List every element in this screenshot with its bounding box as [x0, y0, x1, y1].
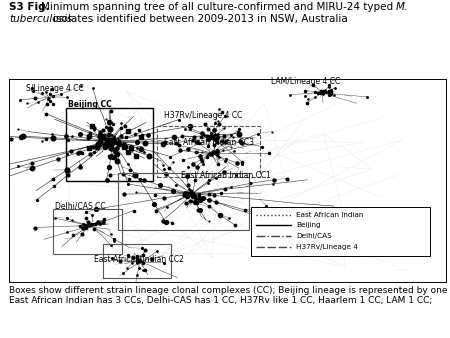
Text: H37Rv/Lineage 4 CC: H37Rv/Lineage 4 CC [164, 111, 243, 120]
Text: isolates identified between 2009-2013 in NSW, Australia: isolates identified between 2009-2013 in… [53, 14, 348, 24]
Bar [103, 244, 171, 278]
Text: East African Indian CC3: East African Indian CC3 [164, 138, 254, 147]
Text: East African Indian: East African Indian [296, 212, 363, 218]
Text: Beijing: Beijing [296, 222, 320, 228]
Text: East African Indian CC2: East African Indian CC2 [94, 256, 184, 264]
Bar [251, 207, 430, 256]
Bar [53, 209, 122, 254]
Bar [118, 173, 249, 230]
Text: M.: M. [396, 2, 408, 12]
Text: Delhi/CAS: Delhi/CAS [296, 233, 332, 239]
Text: S3 Fig.: S3 Fig. [9, 2, 50, 12]
Text: Delhi/CAS CC: Delhi/CAS CC [55, 201, 105, 210]
Text: S/Lineage 4 CC: S/Lineage 4 CC [27, 83, 84, 93]
Text: East African Indian CC1: East African Indian CC1 [181, 171, 271, 180]
Bar [66, 108, 153, 181]
Text: LAM/Lineage 4 CC: LAM/Lineage 4 CC [271, 77, 340, 86]
Text: Minimum spanning tree of all culture-confirmed and MIRU-24 typed: Minimum spanning tree of all culture-con… [41, 2, 397, 12]
Bar [158, 126, 260, 177]
Text: tuberculosis: tuberculosis [9, 14, 72, 24]
Text: H37Rv/Lineage 4: H37Rv/Lineage 4 [296, 244, 358, 249]
Text: Beijing CC: Beijing CC [68, 100, 112, 109]
Text: Boxes show different strain lineage clonal complexes (CC); Beijing lineage is re: Boxes show different strain lineage clon… [9, 286, 450, 305]
